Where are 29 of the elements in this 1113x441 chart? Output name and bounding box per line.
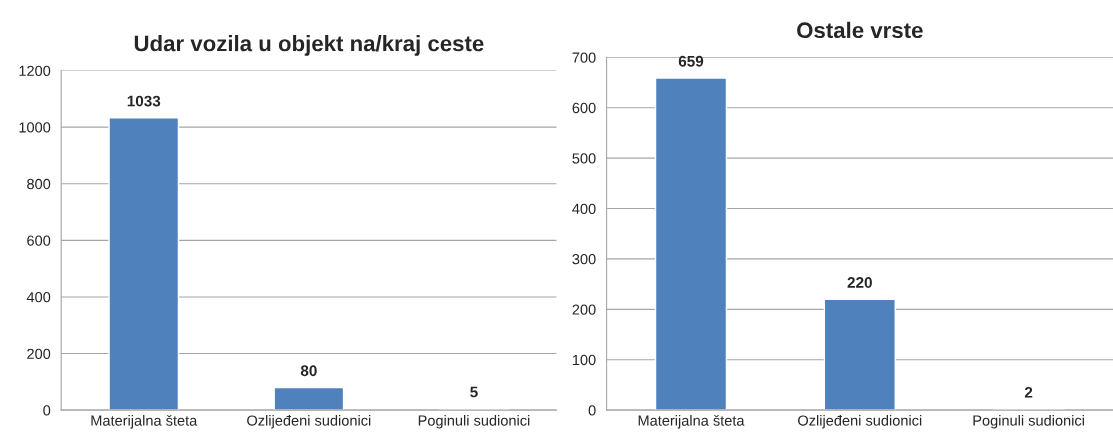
chart-title: Ostale vrste [797,21,923,39]
y-tick-label: 400 [572,203,596,214]
data-label: 1033 [127,95,161,107]
data-label: 2 [1024,386,1033,398]
x-tick-label: Materijalna šteta [91,414,198,429]
y-tick-label: 300 [572,254,596,265]
y-tick-label: 0 [43,405,51,416]
y-tick-label: 400 [26,292,51,303]
y-tick-label: 1200 [19,65,51,76]
x-tick-label: Poginuli sudionici [418,414,530,429]
y-tick-label: 500 [572,153,596,164]
y-tick-label: 100 [572,354,596,366]
y-tick-label: 0 [588,405,596,416]
data-label: 659 [678,55,704,67]
y-tick-label: 600 [27,235,51,246]
y-tick-label: 600 [572,102,596,114]
data-label: 80 [300,365,317,377]
y-tick-label: 1000 [19,122,51,133]
y-tick-label: 200 [27,348,51,359]
y-tick-label: 700 [572,52,596,63]
x-tick-label: Poginuli sudionici [973,414,1084,429]
x-tick-label: Ozlijeđeni sudionici [798,414,922,429]
y-tick-label: 200 [572,304,596,315]
data-label: 220 [847,277,872,288]
data-label: 5 [470,386,478,398]
y-tick-label: 800 [27,178,51,190]
x-tick-label: Materijalna šteta [638,414,745,429]
x-tick-label: Ozlijeđeni sudionici [247,414,371,429]
chart-title: Udar vozila u objekt na/kraj ceste [134,35,484,56]
